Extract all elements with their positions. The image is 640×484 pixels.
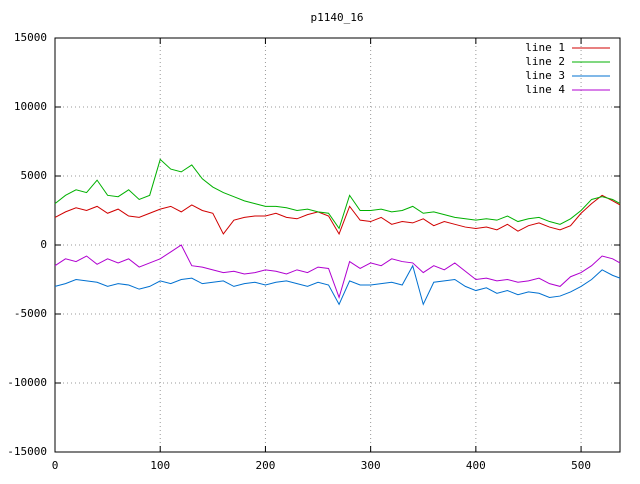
y-tick-label: -10000 [7, 376, 47, 389]
x-tick-label: 500 [571, 459, 591, 472]
y-tick-label: -15000 [7, 445, 47, 458]
x-tick-label: 100 [150, 459, 170, 472]
legend-label: line 2 [525, 55, 565, 68]
x-tick-label: 400 [466, 459, 486, 472]
y-tick-label: 15000 [14, 31, 47, 44]
data-line [54, 264, 621, 306]
y-tick-label: 0 [40, 238, 47, 251]
data-line [54, 158, 621, 230]
x-tick-label: 0 [52, 459, 59, 472]
legend-label: line 4 [525, 83, 565, 96]
legend-label: line 1 [525, 41, 565, 54]
y-tick-label: -5000 [14, 307, 47, 320]
data-line [54, 194, 621, 236]
legend-label: line 3 [525, 69, 565, 82]
plot-frame [54, 37, 621, 453]
x-tick-label: 300 [361, 459, 381, 472]
y-tick-label: 10000 [14, 100, 47, 113]
y-tick-label: 5000 [21, 169, 48, 182]
chart-title: p1140_16 [311, 11, 364, 24]
data-line [54, 244, 621, 300]
x-tick-label: 200 [255, 459, 275, 472]
